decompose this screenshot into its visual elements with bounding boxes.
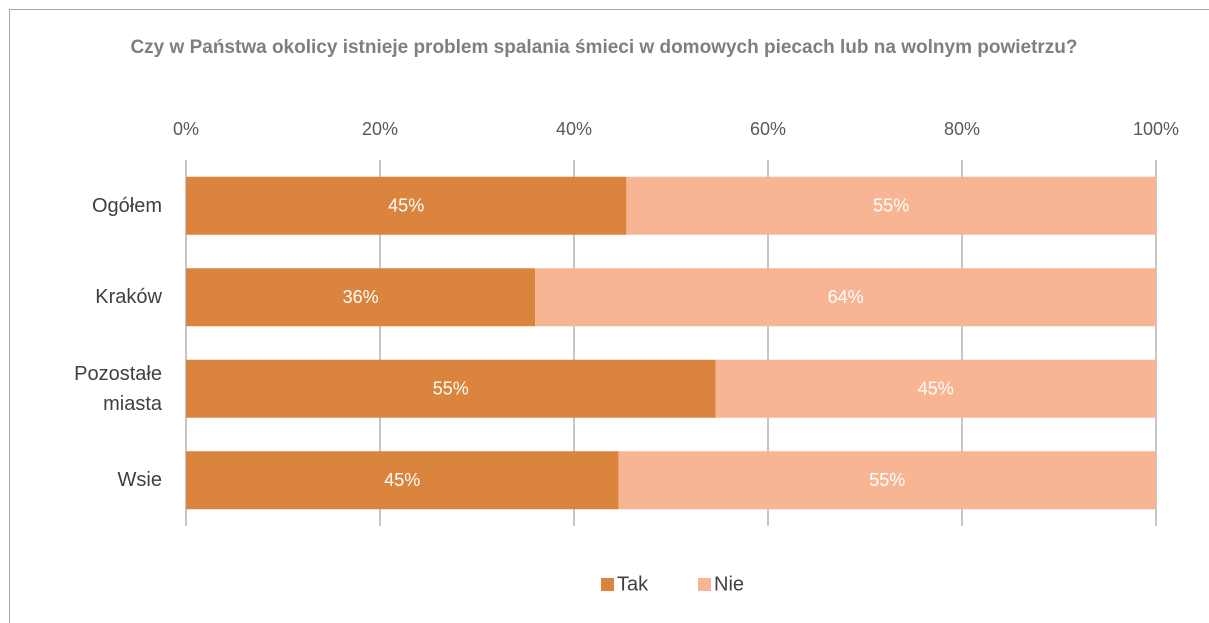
y-tick-label: Wsie — [117, 469, 162, 492]
bar-segment — [186, 451, 619, 510]
legend-label: Tak — [617, 573, 649, 595]
data-label: 55% — [869, 470, 905, 490]
y-tick-label: Pozostałe miasta — [74, 362, 162, 415]
bar-segment — [186, 359, 716, 418]
bar-segment — [535, 268, 1156, 327]
bar-segment — [186, 268, 536, 327]
x-tick-label: 0% — [173, 119, 199, 139]
x-tick-label: 100% — [1133, 119, 1179, 139]
chart-border — [9, 9, 1209, 623]
y-tick-label: Kraków — [95, 286, 162, 309]
data-label: 45% — [384, 470, 420, 490]
data-label: 55% — [433, 379, 469, 399]
legend-label: Nie — [714, 573, 744, 595]
bar-segment — [715, 359, 1156, 418]
bar-segment — [626, 176, 1156, 235]
y-tick-label: Ogółem — [91, 194, 162, 217]
x-tick-label: 80% — [944, 119, 980, 139]
bar-segment — [618, 451, 1156, 510]
bar-segment — [186, 176, 627, 235]
data-label: 45% — [918, 379, 954, 399]
legend-swatch — [698, 578, 711, 591]
data-label: 45% — [388, 196, 424, 216]
data-label: 64% — [828, 287, 864, 307]
x-tick-label: 60% — [750, 119, 786, 139]
legend-swatch — [601, 578, 614, 591]
data-label: 36% — [343, 287, 379, 307]
data-label: 55% — [873, 196, 909, 216]
x-tick-label: 40% — [556, 119, 592, 139]
chart-title: Czy w Państwa okolicy istnieje problem s… — [130, 37, 1078, 58]
x-tick-label: 20% — [362, 119, 398, 139]
